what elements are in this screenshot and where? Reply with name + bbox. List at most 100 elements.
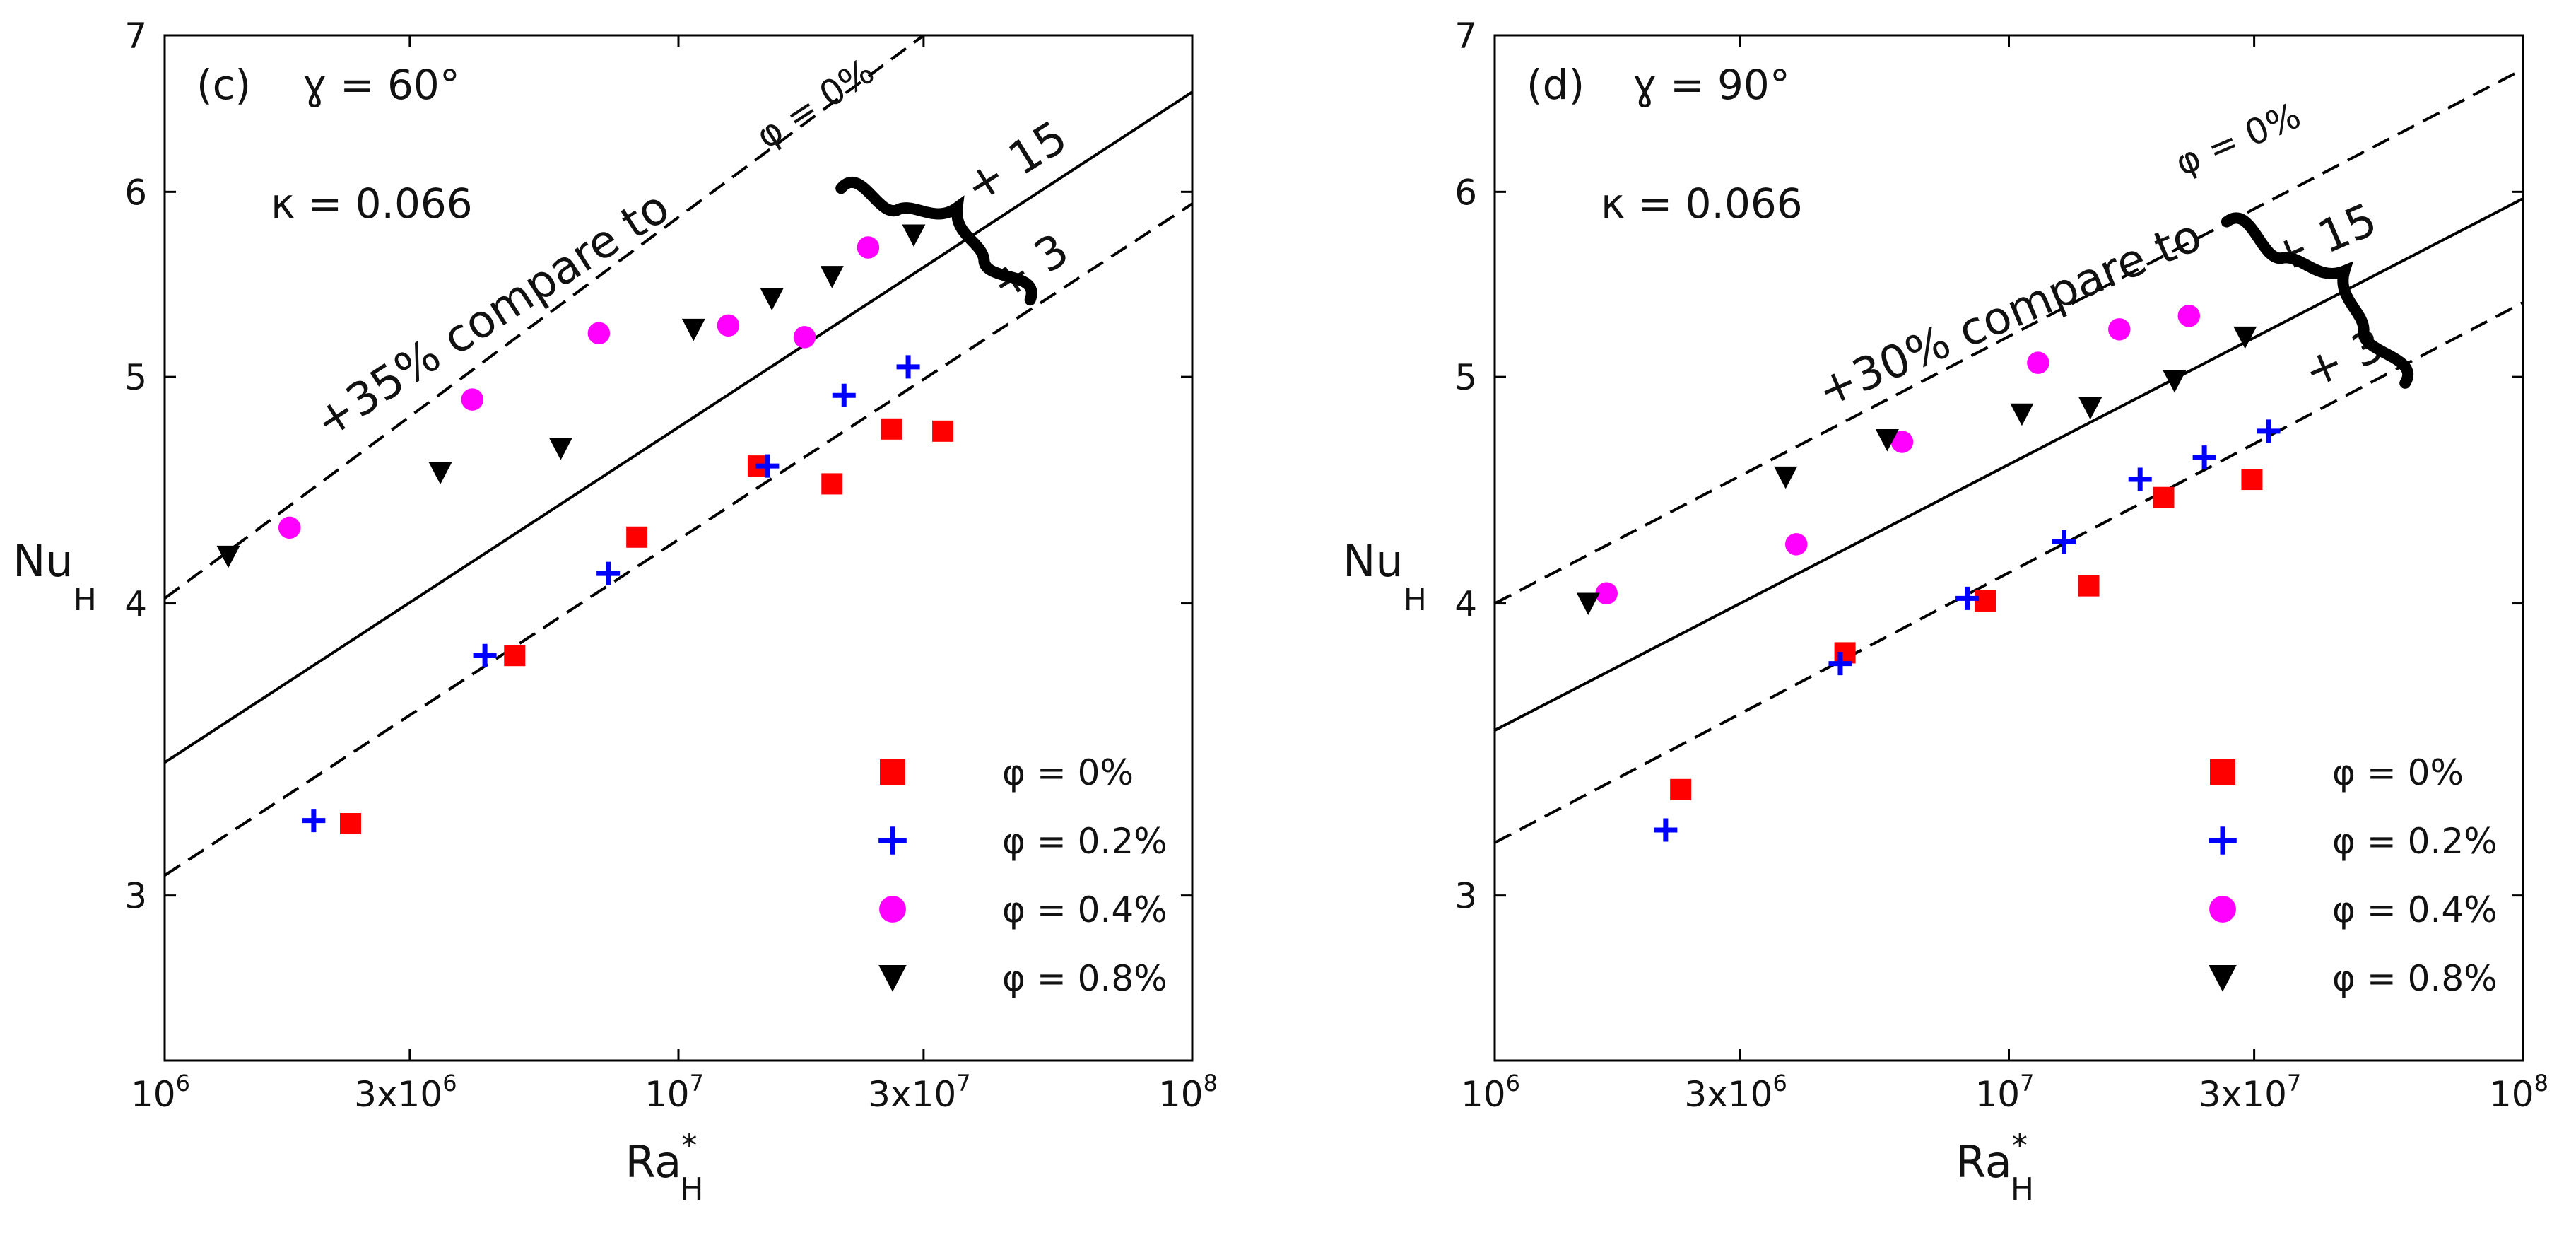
x-tick-label: 106 [1461,1070,1520,1115]
y-tick-label: 6 [124,172,147,213]
y-tick-label: 5 [124,357,147,398]
kappa-label: κ = 0.066 [271,180,473,228]
data-point [2233,326,2257,349]
data-point [587,322,611,345]
panel-label: (d) [1527,61,1584,109]
annotation-phi-text: φ = 0% [749,51,882,157]
angle-label: ɣ = 60° [302,61,460,109]
legend: φ = 0% φ = 0.2% φ = 0.4% φ = 0.8% [2209,752,2498,999]
legend-marker [2209,965,2237,992]
data-point [216,545,240,568]
angle-label: ɣ = 90° [1633,61,1790,109]
angle-value: = 90° [1657,61,1790,109]
data-point [932,420,954,442]
y-tick-label: 3 [124,876,147,917]
legend-label: φ = 0.2% [1002,821,1168,862]
x-tick-label: 3x107 [868,1070,970,1115]
gamma-symbol: ɣ [302,61,327,109]
data-point [760,288,784,311]
curly-brace [835,176,1037,306]
x-axis-title-main: Ra [625,1136,682,1188]
x-axis-title-sup: * [681,1128,697,1164]
data-point [428,462,452,485]
legend-label: φ = 0.4% [1002,889,1168,930]
fit-line-solid [165,90,1192,764]
data-point [626,526,648,548]
data-point [832,383,856,407]
y-tick-label: 5 [1454,357,1477,398]
data-point [2192,445,2216,469]
data-point [793,326,816,349]
data-point [278,516,301,539]
y-tick-label: 7 [1454,16,1477,57]
y-tick-label: 3 [1454,876,1477,917]
data-point [821,473,843,495]
x-axis-title-sub: H [680,1171,703,1208]
x-tick-label: 3x107 [2199,1070,2301,1115]
y-tick-label: 6 [1454,172,1477,213]
data-point [820,266,844,288]
legend-label: φ = 0% [2332,752,2464,793]
y-tick-label: 4 [1454,584,1477,625]
x-tick-label-exponent: 6 [176,1070,190,1097]
legend-label: φ = 0.8% [1002,958,1168,999]
data-point [2078,575,2100,597]
legend-marker [878,965,907,992]
y-axis-title-main: Nu [1343,535,1404,587]
series-plus [1654,419,2281,842]
x-tick-label-base: 3x10 [354,1074,442,1115]
data-point [2257,419,2281,443]
x-tick-label: 108 [1158,1070,1218,1115]
data-point [2177,305,2201,327]
legend-label: φ = 0.4% [2332,889,2498,930]
band-label: + 3 [2296,320,2391,399]
fit-line-solid [1495,197,2523,732]
data-point [461,388,484,411]
legend-label: φ = 0.8% [2332,958,2498,999]
data-point [857,236,880,259]
y-axis-title-sub: H [1404,582,1427,618]
series-triangle-down [1576,326,2257,616]
y-axis-title-sub: H [73,582,97,618]
legend-marker [2209,826,2237,855]
data-point [755,454,780,478]
legend-marker [2209,896,2236,923]
legend-marker [880,759,905,785]
x-tick-label-exponent: 8 [2534,1070,2548,1097]
data-point [1670,778,1692,800]
data-point [2027,351,2049,374]
x-axis-title-sub: H [2011,1171,2034,1208]
fit-line-upper [165,35,925,600]
x-tick-label-exponent: 6 [1772,1070,1787,1097]
y-axis-title: NuH [13,535,97,618]
data-point [596,561,621,585]
data-point [1875,428,1899,452]
data-point [302,809,326,833]
data-point [1834,642,1856,664]
x-tick-label-exponent: 8 [1204,1070,1218,1097]
legend-marker [2210,759,2235,785]
data-point [339,813,361,835]
kappa-label: κ = 0.066 [1601,180,1803,228]
data-point [2010,403,2034,426]
data-point [1784,533,1808,556]
legend-marker [879,896,906,923]
y-tick-label: 7 [124,16,147,57]
data-point [2078,397,2102,420]
data-point [2153,486,2175,508]
data-point [1774,466,1798,489]
fit-line-upper [1495,68,2523,605]
curly-brace [2221,212,2413,389]
x-tick-label: 106 [131,1070,190,1115]
data-point [1576,592,1600,616]
series-circle [278,236,880,539]
x-tick-label: 108 [2489,1070,2548,1115]
x-tick-label-exponent: 6 [442,1070,457,1097]
y-axis-title-main: Nu [13,535,73,587]
x-tick-label-exponent: 7 [690,1070,704,1097]
data-point [2052,530,2076,554]
legend: φ = 0% φ = 0.2% φ = 0.4% φ = 0.8% [878,752,1168,999]
fit-line-lower [1495,301,2523,844]
data-point [1828,652,1852,676]
